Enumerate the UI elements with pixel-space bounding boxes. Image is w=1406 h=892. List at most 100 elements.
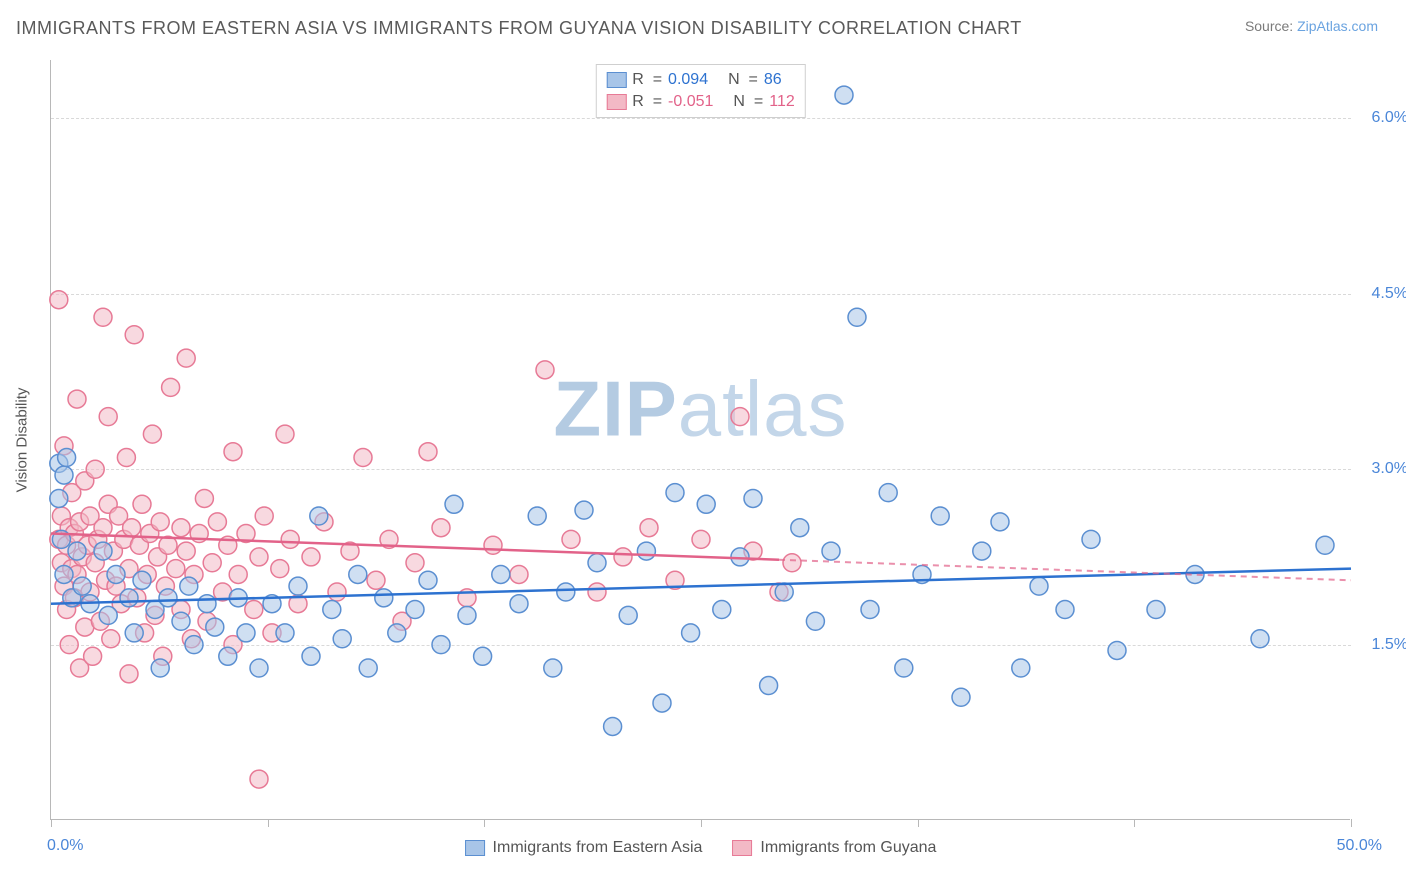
data-point bbox=[162, 378, 180, 396]
legend-label-a: Immigrants from Eastern Asia bbox=[493, 839, 703, 857]
data-point bbox=[323, 601, 341, 619]
chart-header: IMMIGRANTS FROM EASTERN ASIA VS IMMIGRAN… bbox=[0, 0, 1406, 45]
data-point bbox=[557, 583, 575, 601]
data-point bbox=[133, 495, 151, 513]
data-point bbox=[1082, 530, 1100, 548]
data-point bbox=[94, 308, 112, 326]
y-tick-label: 4.5% bbox=[1358, 285, 1406, 303]
data-point bbox=[58, 449, 76, 467]
data-point bbox=[806, 612, 824, 630]
data-point bbox=[406, 601, 424, 619]
data-point bbox=[614, 548, 632, 566]
data-point bbox=[791, 519, 809, 537]
source-attribution: Source: ZipAtlas.com bbox=[1245, 18, 1378, 34]
data-point bbox=[107, 565, 125, 583]
data-point bbox=[510, 565, 528, 583]
data-point bbox=[349, 565, 367, 583]
data-point bbox=[151, 659, 169, 677]
data-point bbox=[562, 530, 580, 548]
data-point bbox=[510, 595, 528, 613]
data-point bbox=[219, 647, 237, 665]
legend-swatch-b bbox=[606, 94, 626, 110]
n-label: N = bbox=[733, 91, 763, 113]
data-point bbox=[952, 688, 970, 706]
x-tick bbox=[484, 819, 485, 827]
data-point bbox=[931, 507, 949, 525]
data-point bbox=[432, 519, 450, 537]
data-point bbox=[206, 618, 224, 636]
legend-label-b: Immigrants from Guyana bbox=[760, 839, 936, 857]
data-point bbox=[692, 530, 710, 548]
data-point bbox=[224, 443, 242, 461]
source-link[interactable]: ZipAtlas.com bbox=[1297, 18, 1378, 34]
data-point bbox=[208, 513, 226, 531]
n-value-a: 86 bbox=[764, 69, 782, 91]
data-point bbox=[604, 717, 622, 735]
data-point bbox=[198, 595, 216, 613]
data-point bbox=[133, 571, 151, 589]
data-point bbox=[1251, 630, 1269, 648]
data-point bbox=[333, 630, 351, 648]
r-value-b: -0.051 bbox=[668, 91, 713, 113]
data-point bbox=[697, 495, 715, 513]
data-point bbox=[50, 291, 68, 309]
y-tick-label: 6.0% bbox=[1358, 109, 1406, 127]
x-axis-max-label: 50.0% bbox=[1337, 837, 1382, 855]
data-point bbox=[250, 548, 268, 566]
y-axis-label: Vision Disability bbox=[14, 388, 31, 493]
data-point bbox=[203, 554, 221, 572]
data-point bbox=[310, 507, 328, 525]
data-point bbox=[328, 583, 346, 601]
data-point bbox=[666, 484, 684, 502]
data-point bbox=[419, 571, 437, 589]
r-value-a: 0.094 bbox=[668, 69, 708, 91]
data-point bbox=[60, 636, 78, 654]
chart-container: Vision Disability ZIPatlas 1.5%3.0%4.5%6… bbox=[50, 60, 1380, 820]
data-point bbox=[302, 548, 320, 566]
data-point bbox=[185, 636, 203, 654]
y-tick-label: 3.0% bbox=[1358, 460, 1406, 478]
data-point bbox=[177, 349, 195, 367]
data-point bbox=[245, 601, 263, 619]
source-prefix: Source: bbox=[1245, 18, 1297, 34]
data-point bbox=[237, 624, 255, 642]
x-axis-min-label: 0.0% bbox=[47, 837, 83, 855]
data-point bbox=[255, 507, 273, 525]
data-point bbox=[276, 624, 294, 642]
data-point bbox=[125, 624, 143, 642]
legend-swatch-b-icon bbox=[732, 840, 752, 856]
data-point bbox=[653, 694, 671, 712]
legend-row-series-a: R = 0.094 N = 86 bbox=[606, 69, 794, 91]
data-point bbox=[281, 530, 299, 548]
data-point bbox=[177, 542, 195, 560]
data-point bbox=[575, 501, 593, 519]
data-point bbox=[775, 583, 793, 601]
y-tick-label: 1.5% bbox=[1358, 636, 1406, 654]
data-point bbox=[172, 519, 190, 537]
data-point bbox=[172, 612, 190, 630]
data-point bbox=[123, 519, 141, 537]
data-point bbox=[84, 647, 102, 665]
data-point bbox=[731, 408, 749, 426]
data-point bbox=[835, 86, 853, 104]
data-point bbox=[879, 484, 897, 502]
x-tick bbox=[268, 819, 269, 827]
data-point bbox=[151, 513, 169, 531]
legend-item-b: Immigrants from Guyana bbox=[732, 839, 936, 857]
legend-swatch-a bbox=[606, 72, 626, 88]
data-point bbox=[68, 542, 86, 560]
data-point bbox=[180, 577, 198, 595]
data-point bbox=[99, 606, 117, 624]
data-point bbox=[99, 408, 117, 426]
data-point bbox=[120, 665, 138, 683]
data-point bbox=[117, 449, 135, 467]
data-point bbox=[271, 560, 289, 578]
data-point bbox=[55, 466, 73, 484]
r-label: R = bbox=[632, 69, 662, 91]
data-point bbox=[388, 624, 406, 642]
x-tick bbox=[1134, 819, 1135, 827]
data-point bbox=[159, 589, 177, 607]
plot-area: ZIPatlas 1.5%3.0%4.5%6.0% R = 0.094 N = … bbox=[50, 60, 1350, 820]
data-point bbox=[991, 513, 1009, 531]
data-point bbox=[102, 630, 120, 648]
